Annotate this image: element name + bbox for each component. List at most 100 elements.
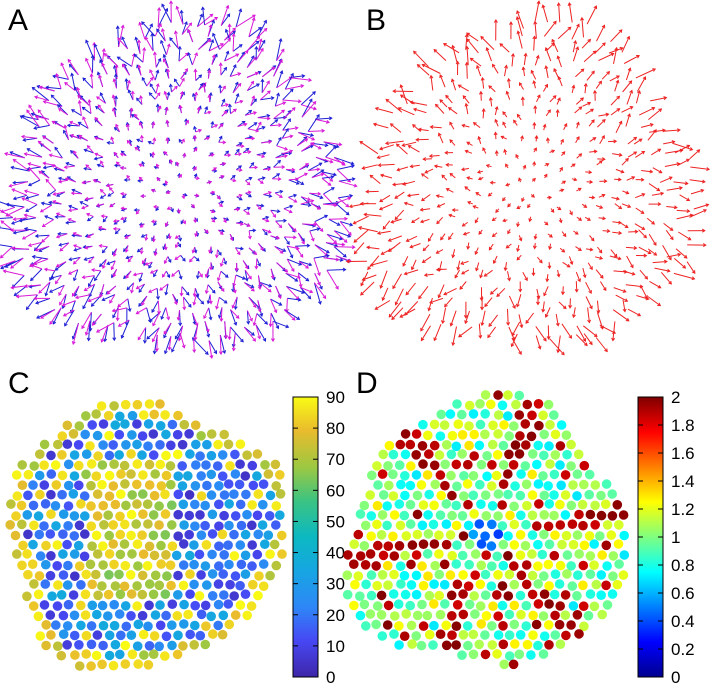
velocity-arrow: [233, 333, 236, 351]
cell-dot: [468, 529, 479, 540]
velocity-arrow: [220, 13, 231, 26]
cell-dot: [602, 520, 613, 530]
velocity-arrow-head: [45, 85, 50, 90]
velocity-arrow: [648, 108, 662, 120]
velocity-arrow-head: [253, 98, 257, 103]
cell-dot: [190, 620, 200, 631]
velocity-arrow-head: [578, 247, 582, 251]
cell-dot: [411, 550, 422, 560]
velocity-arrow: [71, 109, 82, 117]
velocity-arrow: [475, 262, 480, 271]
velocity-arrow-head: [361, 277, 366, 281]
velocity-arrow: [25, 204, 38, 212]
cell-dot: [439, 559, 450, 570]
velocity-arrow: [390, 123, 402, 133]
velocity-arrow-head: [615, 79, 620, 84]
velocity-arrow-head: [541, 308, 546, 313]
velocity-arrow-head: [341, 162, 346, 166]
cell-dot: [531, 619, 542, 630]
velocity-arrow: [309, 230, 315, 241]
velocity-arrow: [46, 86, 62, 90]
velocity-arrow-head: [34, 95, 39, 100]
velocity-arrow: [585, 171, 592, 173]
cell-dot: [39, 439, 50, 450]
cell-dot: [533, 440, 543, 451]
cell-dot: [590, 520, 600, 530]
velocity-arrow: [232, 83, 242, 94]
velocity-arrow-head: [44, 292, 49, 297]
velocity-arrow-head: [520, 135, 524, 140]
velocity-arrow: [167, 69, 170, 79]
cell-dot: [23, 469, 34, 480]
cell-dot: [509, 540, 520, 550]
cell-dot: [81, 469, 91, 480]
velocity-arrow-head: [544, 46, 549, 51]
velocity-arrow-head: [518, 177, 522, 182]
velocity-arrow: [259, 90, 271, 101]
cell-dot: [45, 529, 56, 539]
velocity-arrow: [232, 296, 238, 309]
cell-dot: [492, 450, 503, 460]
cell-dot: [464, 400, 475, 411]
velocity-arrow-head: [167, 235, 172, 240]
cell-dot: [441, 440, 452, 450]
velocity-arrow-head: [478, 231, 483, 235]
cell-dot: [476, 499, 486, 510]
velocity-arrow: [5, 206, 25, 217]
cell-dot: [406, 559, 416, 570]
cell-dot: [109, 599, 119, 610]
velocity-arrow-head: [177, 243, 182, 248]
cell-dot: [562, 550, 573, 560]
velocity-arrow: [204, 320, 209, 332]
cell-dot: [41, 640, 51, 651]
velocity-arrow-head: [351, 245, 356, 250]
velocity-arrow: [255, 48, 264, 61]
velocity-arrow: [220, 86, 226, 94]
velocity-arrow-head: [413, 50, 417, 55]
velocity-arrow-head: [444, 303, 448, 308]
cell-dot: [584, 489, 594, 500]
velocity-arrow: [156, 28, 166, 42]
velocity-arrow-head: [148, 318, 153, 323]
velocity-arrow-head: [235, 315, 240, 319]
velocity-arrow-head: [204, 351, 209, 356]
velocity-arrow-head: [125, 121, 130, 126]
velocity-arrow: [45, 281, 51, 296]
cell-dot: [539, 631, 550, 641]
cell-dot: [92, 609, 102, 620]
velocity-arrow-head: [496, 293, 501, 298]
cell-dot: [219, 550, 229, 560]
velocity-arrow-head: [95, 203, 100, 208]
velocity-arrow-head: [641, 193, 646, 197]
velocity-arrow: [610, 29, 623, 43]
cell-dot: [602, 600, 613, 610]
velocity-arrow-head: [251, 332, 255, 336]
velocity-arrow-head: [112, 273, 117, 278]
velocity-arrow: [654, 267, 670, 272]
velocity-arrow: [490, 287, 498, 295]
cell-dot: [614, 520, 624, 530]
velocity-arrow: [256, 313, 268, 325]
cell-dot: [458, 609, 469, 620]
velocity-arrow-head: [689, 147, 694, 151]
velocity-arrow-head: [449, 139, 454, 143]
velocity-arrow-head: [253, 122, 258, 126]
velocity-arrow-head: [618, 120, 623, 125]
velocity-arrow: [651, 148, 661, 156]
cell-dot: [269, 539, 280, 550]
velocity-arrow: [34, 242, 43, 251]
velocity-arrow-head: [417, 127, 422, 132]
velocity-arrow: [581, 17, 584, 38]
velocity-arrow-head: [500, 135, 505, 140]
cell-dot: [213, 579, 224, 589]
cell-dot: [457, 449, 468, 459]
velocity-arrow-head: [549, 234, 553, 238]
velocity-arrow: [85, 58, 93, 74]
cell-dot: [85, 559, 96, 570]
velocity-arrow-head: [129, 107, 134, 112]
cell-dot: [561, 630, 571, 641]
velocity-arrow: [407, 193, 420, 197]
velocity-arrow: [375, 107, 394, 114]
velocity-arrow-head: [193, 68, 198, 73]
velocity-arrow-head: [231, 288, 236, 293]
